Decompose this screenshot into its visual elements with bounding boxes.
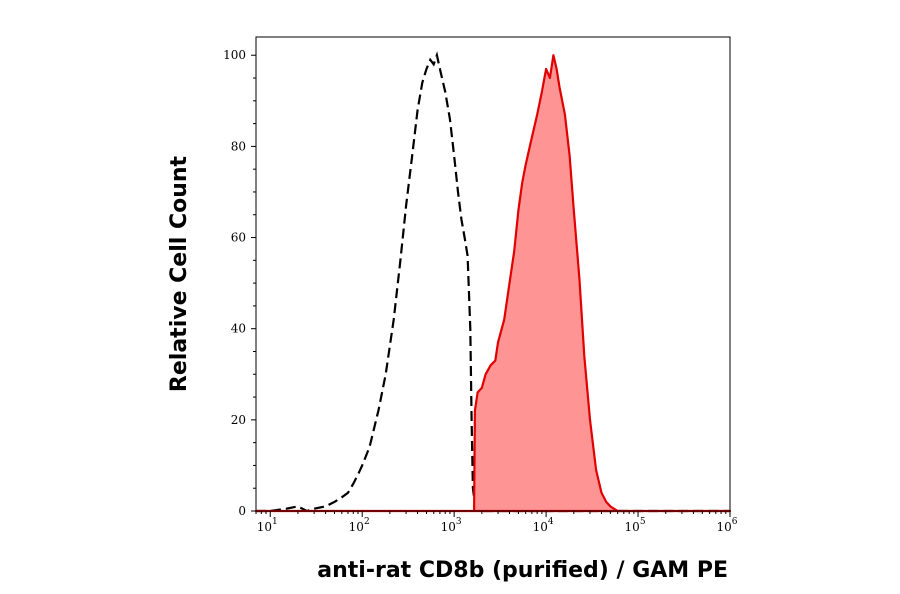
x-tick-label: 104 xyxy=(533,517,554,534)
x-tick-label: 101 xyxy=(257,517,278,534)
y-tick-label: 60 xyxy=(231,231,246,245)
y-tick-label: 20 xyxy=(231,413,246,427)
y-tick-label: 80 xyxy=(231,139,246,153)
series-1-area xyxy=(254,54,732,513)
x-axis-title: anti-rat CD8b (purified) / GAM PE xyxy=(317,558,728,583)
x-tick-label: 103 xyxy=(441,517,462,534)
x-tick-label: 102 xyxy=(349,517,370,534)
plot-frame xyxy=(255,36,731,512)
series-0-line xyxy=(256,51,730,513)
y-tick-label: 40 xyxy=(231,322,246,336)
y-tick-label: 100 xyxy=(223,48,246,62)
y-axis-title: Relative Cell Count xyxy=(167,155,192,392)
x-tick-label: 106 xyxy=(716,517,737,534)
y-tick-label: 0 xyxy=(238,504,246,518)
x-tick-label: 105 xyxy=(625,517,646,534)
